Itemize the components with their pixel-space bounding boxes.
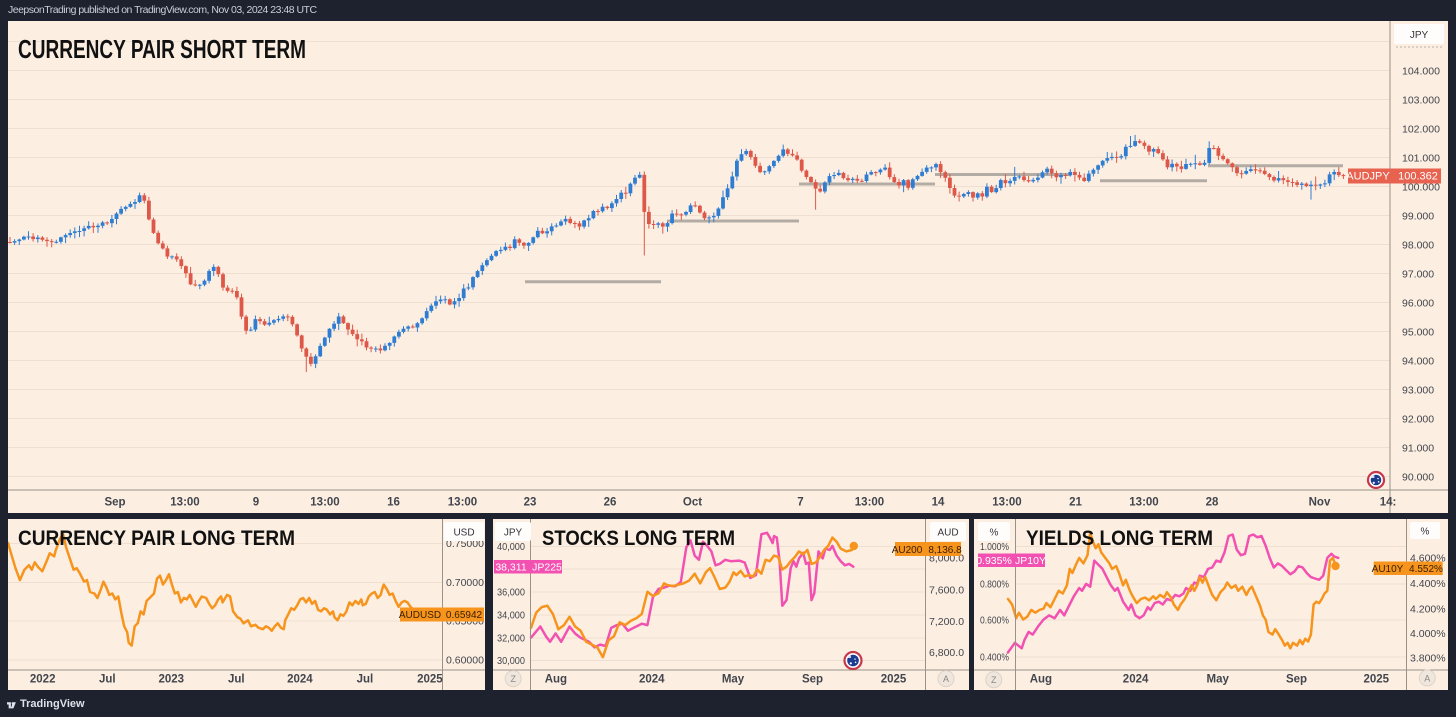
svg-text:Nov: Nov — [1309, 497, 1331, 509]
svg-text:Jul: Jul — [357, 674, 374, 686]
svg-text:AUDJPY: AUDJPY — [1346, 171, 1390, 183]
svg-text:0.65942: 0.65942 — [446, 610, 483, 621]
svg-text:CURRENCY PAIR LONG TERM: CURRENCY PAIR LONG TERM — [18, 527, 295, 550]
svg-text:Oct: Oct — [683, 497, 702, 509]
svg-text:100.362: 100.362 — [1398, 171, 1438, 183]
svg-text:7,200.0: 7,200.0 — [929, 616, 964, 628]
svg-text:May: May — [1207, 674, 1230, 686]
svg-text:0.800%: 0.800% — [980, 578, 1009, 590]
svg-text:4.400%: 4.400% — [1410, 578, 1446, 590]
svg-text:13:00: 13:00 — [448, 497, 477, 509]
svg-text:Sep: Sep — [1286, 674, 1307, 686]
svg-text:Sep: Sep — [802, 674, 823, 686]
svg-text:%: % — [1421, 527, 1430, 538]
svg-text:YIELDS LONG TERM: YIELDS LONG TERM — [1026, 527, 1213, 550]
svg-text:94.000: 94.000 — [1402, 356, 1434, 368]
svg-text:JPY: JPY — [504, 528, 523, 539]
svg-text:2024: 2024 — [287, 674, 313, 686]
svg-text:AU200: AU200 — [892, 545, 923, 556]
svg-text:JP10Y: JP10Y — [1015, 555, 1046, 567]
svg-text:4.200%: 4.200% — [1410, 603, 1446, 615]
svg-text:4.552%: 4.552% — [1409, 564, 1443, 575]
svg-text:92.000: 92.000 — [1402, 414, 1434, 426]
svg-text:93.000: 93.000 — [1402, 385, 1434, 397]
svg-text:2025: 2025 — [1364, 674, 1390, 686]
svg-text:0.600%: 0.600% — [980, 615, 1009, 627]
svg-text:A: A — [1424, 673, 1430, 683]
svg-text:2022: 2022 — [30, 674, 56, 686]
svg-text:14: 14 — [932, 497, 945, 509]
svg-text:8,136.8: 8,136.8 — [928, 545, 962, 556]
svg-text:AU10Y: AU10Y — [1372, 564, 1404, 575]
svg-text:May: May — [722, 674, 745, 686]
svg-text:2024: 2024 — [639, 674, 665, 686]
svg-text:101.000: 101.000 — [1402, 153, 1440, 165]
svg-text:36,000: 36,000 — [497, 587, 525, 599]
svg-text:16: 16 — [387, 497, 400, 509]
svg-text:Jul: Jul — [99, 674, 116, 686]
svg-text:96.000: 96.000 — [1402, 298, 1434, 310]
svg-text:2025: 2025 — [417, 674, 443, 686]
svg-text:A: A — [943, 674, 949, 684]
svg-text:13:00: 13:00 — [310, 497, 339, 509]
svg-text:CURRENCY PAIR SHORT TERM: CURRENCY PAIR SHORT TERM — [18, 34, 306, 64]
svg-text:2024: 2024 — [1123, 674, 1149, 686]
svg-text:USD: USD — [453, 528, 474, 539]
svg-text:4.600%: 4.600% — [1410, 552, 1446, 564]
svg-text:23: 23 — [524, 497, 537, 509]
svg-text:98.000: 98.000 — [1402, 240, 1434, 252]
svg-text:%: % — [990, 528, 999, 539]
svg-text:100.000: 100.000 — [1402, 182, 1440, 194]
svg-text:14:: 14: — [1380, 497, 1397, 509]
svg-text:4.000%: 4.000% — [1410, 628, 1446, 640]
svg-text:90.000: 90.000 — [1402, 472, 1434, 484]
svg-text:91.000: 91.000 — [1402, 443, 1434, 455]
svg-text:7,600.0: 7,600.0 — [929, 585, 964, 597]
svg-text:0.935%: 0.935% — [976, 555, 1012, 567]
svg-text:AUD: AUD — [937, 528, 958, 539]
svg-text:0.70000: 0.70000 — [446, 577, 484, 589]
svg-text:AUDUSD: AUDUSD — [399, 610, 441, 621]
svg-text:Z: Z — [991, 675, 997, 685]
svg-text:28: 28 — [1206, 497, 1219, 509]
svg-text:Z: Z — [510, 674, 516, 684]
svg-text:9: 9 — [253, 497, 259, 509]
svg-text:Aug: Aug — [545, 674, 567, 686]
svg-text:102.000: 102.000 — [1402, 124, 1440, 136]
svg-text:STOCKS LONG TERM: STOCKS LONG TERM — [542, 527, 735, 550]
svg-text:0.400%: 0.400% — [980, 652, 1009, 664]
svg-text:13:00: 13:00 — [855, 497, 884, 509]
svg-text:0.60000: 0.60000 — [446, 655, 484, 667]
svg-text:95.000: 95.000 — [1402, 327, 1434, 339]
svg-text:Sep: Sep — [104, 497, 125, 509]
svg-text:Aug: Aug — [1030, 674, 1052, 686]
svg-text:104.000: 104.000 — [1402, 66, 1440, 78]
svg-text:38,311: 38,311 — [495, 562, 526, 574]
svg-text:30,000: 30,000 — [497, 655, 525, 667]
svg-text:26: 26 — [604, 497, 617, 509]
svg-text:21: 21 — [1069, 497, 1082, 509]
svg-text:Jul: Jul — [228, 674, 245, 686]
svg-text:JPY: JPY — [1410, 30, 1429, 41]
svg-text:13:00: 13:00 — [992, 497, 1021, 509]
svg-text:7: 7 — [797, 497, 803, 509]
svg-text:13:00: 13:00 — [170, 497, 199, 509]
svg-text:JP225: JP225 — [532, 562, 562, 574]
svg-text:2025: 2025 — [881, 674, 907, 686]
svg-text:32,000: 32,000 — [497, 632, 525, 644]
svg-text:34,000: 34,000 — [497, 610, 525, 622]
svg-text:40,000: 40,000 — [497, 541, 525, 553]
svg-text:6,800.0: 6,800.0 — [929, 647, 964, 659]
svg-text:3.800%: 3.800% — [1410, 653, 1446, 665]
svg-text:99.000: 99.000 — [1402, 211, 1434, 223]
svg-text:103.000: 103.000 — [1402, 95, 1440, 107]
svg-text:13:00: 13:00 — [1129, 497, 1158, 509]
svg-text:1.000%: 1.000% — [980, 541, 1009, 553]
svg-text:2023: 2023 — [159, 674, 185, 686]
svg-text:97.000: 97.000 — [1402, 269, 1434, 281]
